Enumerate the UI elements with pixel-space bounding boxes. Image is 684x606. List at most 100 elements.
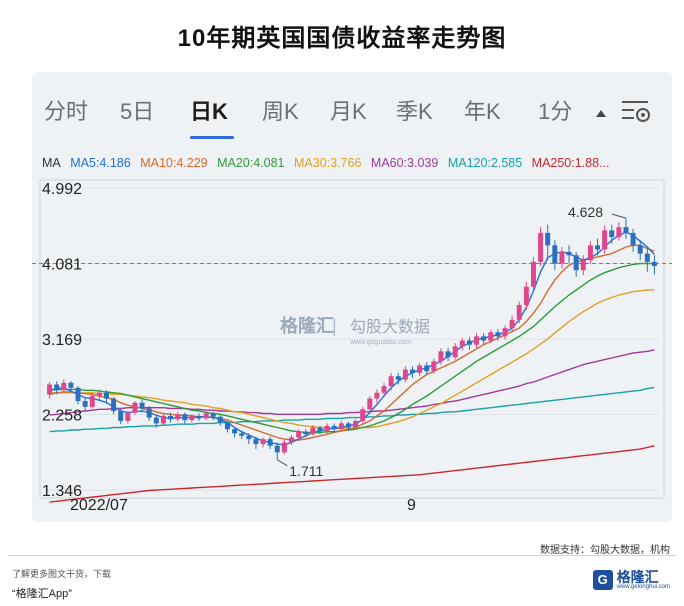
brand-logo: G 格隆汇 www.gelonghui.com: [592, 569, 670, 590]
settings-icon[interactable]: [618, 96, 652, 126]
chevron-down-icon[interactable]: [596, 110, 606, 117]
candle-body: [239, 433, 245, 436]
candle-body: [445, 351, 451, 358]
candle-body: [509, 319, 515, 329]
ma120-value: MA120:2.585: [447, 156, 523, 170]
candle-body: [602, 230, 608, 250]
candle-body: [267, 439, 273, 446]
candle-body: [289, 437, 295, 443]
candle-body: [495, 332, 501, 337]
candle-body: [217, 416, 223, 423]
watermark-url: www.gogudata.com: [349, 339, 411, 346]
candle-body: [89, 396, 95, 407]
ma20-line: [49, 262, 655, 434]
annotation-leader: [611, 213, 627, 219]
ma-label: MA: [42, 156, 61, 170]
candle-body: [338, 423, 344, 430]
candle-body: [47, 384, 53, 395]
candle-body: [573, 255, 579, 271]
annotation-low: 1.711: [289, 463, 323, 479]
candle-body: [153, 417, 159, 424]
tab-quarterly-k[interactable]: 季K: [396, 99, 433, 124]
candle-body: [82, 401, 88, 407]
candle-body: [182, 414, 188, 421]
candle-body: [317, 427, 323, 431]
x-tick-label: 9: [407, 497, 416, 514]
y-tick-label: 4.992: [42, 181, 82, 198]
tab-weekly-k[interactable]: 周K: [262, 99, 299, 124]
tab-bar: 分时 5日 日K 周K 月K 季K 年K 1分: [32, 88, 672, 132]
candle-body: [459, 340, 465, 347]
candle-body: [559, 251, 565, 264]
candle-body: [139, 402, 145, 409]
candle-body: [68, 382, 74, 388]
candle-body: [224, 422, 230, 430]
ma120-line: [49, 386, 655, 433]
candle-body: [132, 402, 138, 413]
candle-body: [630, 232, 636, 246]
candle-body: [125, 412, 131, 421]
candle-body: [103, 392, 109, 399]
candle-body: [274, 445, 280, 453]
tab-monthly-k[interactable]: 月K: [330, 99, 367, 124]
candle-body: [160, 415, 166, 424]
ma60-value: MA60:3.039: [370, 156, 439, 170]
candle-body: [75, 387, 81, 402]
tab-intraday[interactable]: 分时: [44, 99, 89, 124]
active-tab-indicator: [190, 136, 234, 139]
candle-body: [260, 439, 266, 445]
candle-body: [353, 420, 359, 428]
candle-body: [296, 431, 302, 438]
candle-body: [246, 435, 252, 440]
candle-body: [466, 340, 472, 345]
logo-text: 格隆汇: [616, 569, 659, 585]
candle-body: [118, 410, 124, 421]
candle-body: [54, 384, 60, 391]
candle-body: [409, 369, 415, 373]
candle-body: [253, 439, 259, 445]
candle-body: [395, 376, 401, 380]
candle-body: [168, 415, 174, 420]
tab-1min[interactable]: 1分: [538, 99, 573, 124]
candle-body: [388, 376, 394, 387]
candle-body: [367, 398, 373, 410]
candle-body: [417, 365, 423, 373]
candle-body: [374, 392, 380, 399]
candle-body: [474, 336, 480, 345]
candle-body: [310, 427, 316, 435]
data-source: 数据支持：勾股大数据，机构: [540, 545, 670, 556]
candle-body: [552, 245, 558, 264]
y-tick-label: 3.169: [42, 332, 82, 349]
candle-body: [488, 332, 494, 341]
logo-icon: G: [592, 570, 613, 590]
candle-body: [481, 336, 487, 341]
watermark-text: 勾股大数据: [350, 318, 430, 336]
ma-legend: MA MA5:4.186 MA10:4.229 MA20:4.081 MA30:…: [42, 156, 615, 170]
candle-body: [203, 413, 209, 419]
candle-body: [637, 245, 643, 254]
tab-daily-k[interactable]: 日K: [190, 99, 228, 124]
ma60-line: [49, 349, 655, 416]
candle-body: [96, 392, 102, 397]
candle-body: [623, 227, 629, 233]
page-title: 10年期英国国债收益率走势图: [177, 25, 507, 52]
ma250-line: [49, 445, 655, 503]
candle-body: [175, 414, 181, 420]
watermark-sep: |: [332, 316, 337, 336]
candle-body: [438, 351, 444, 362]
candle-body: [530, 261, 536, 287]
candle-body: [538, 232, 544, 262]
candle-body: [609, 230, 615, 238]
candle-body: [595, 245, 601, 250]
y-tick-label: 2.258: [42, 407, 82, 424]
candle-body: [523, 286, 529, 305]
ma5-value: MA5:4.186: [70, 156, 131, 170]
tab-5day[interactable]: 5日: [120, 99, 155, 124]
tab-yearly-k[interactable]: 年K: [464, 99, 501, 124]
candle-body: [146, 408, 152, 418]
candle-body: [651, 261, 657, 267]
candle-body: [502, 328, 508, 337]
footer-divider: [8, 555, 676, 556]
candlestick-chart: 格隆汇| 勾股大数据 www.gogudata.com 4.992 4.081 3.169…: [32, 179, 672, 514]
annotation-high: 4.628: [568, 204, 603, 220]
